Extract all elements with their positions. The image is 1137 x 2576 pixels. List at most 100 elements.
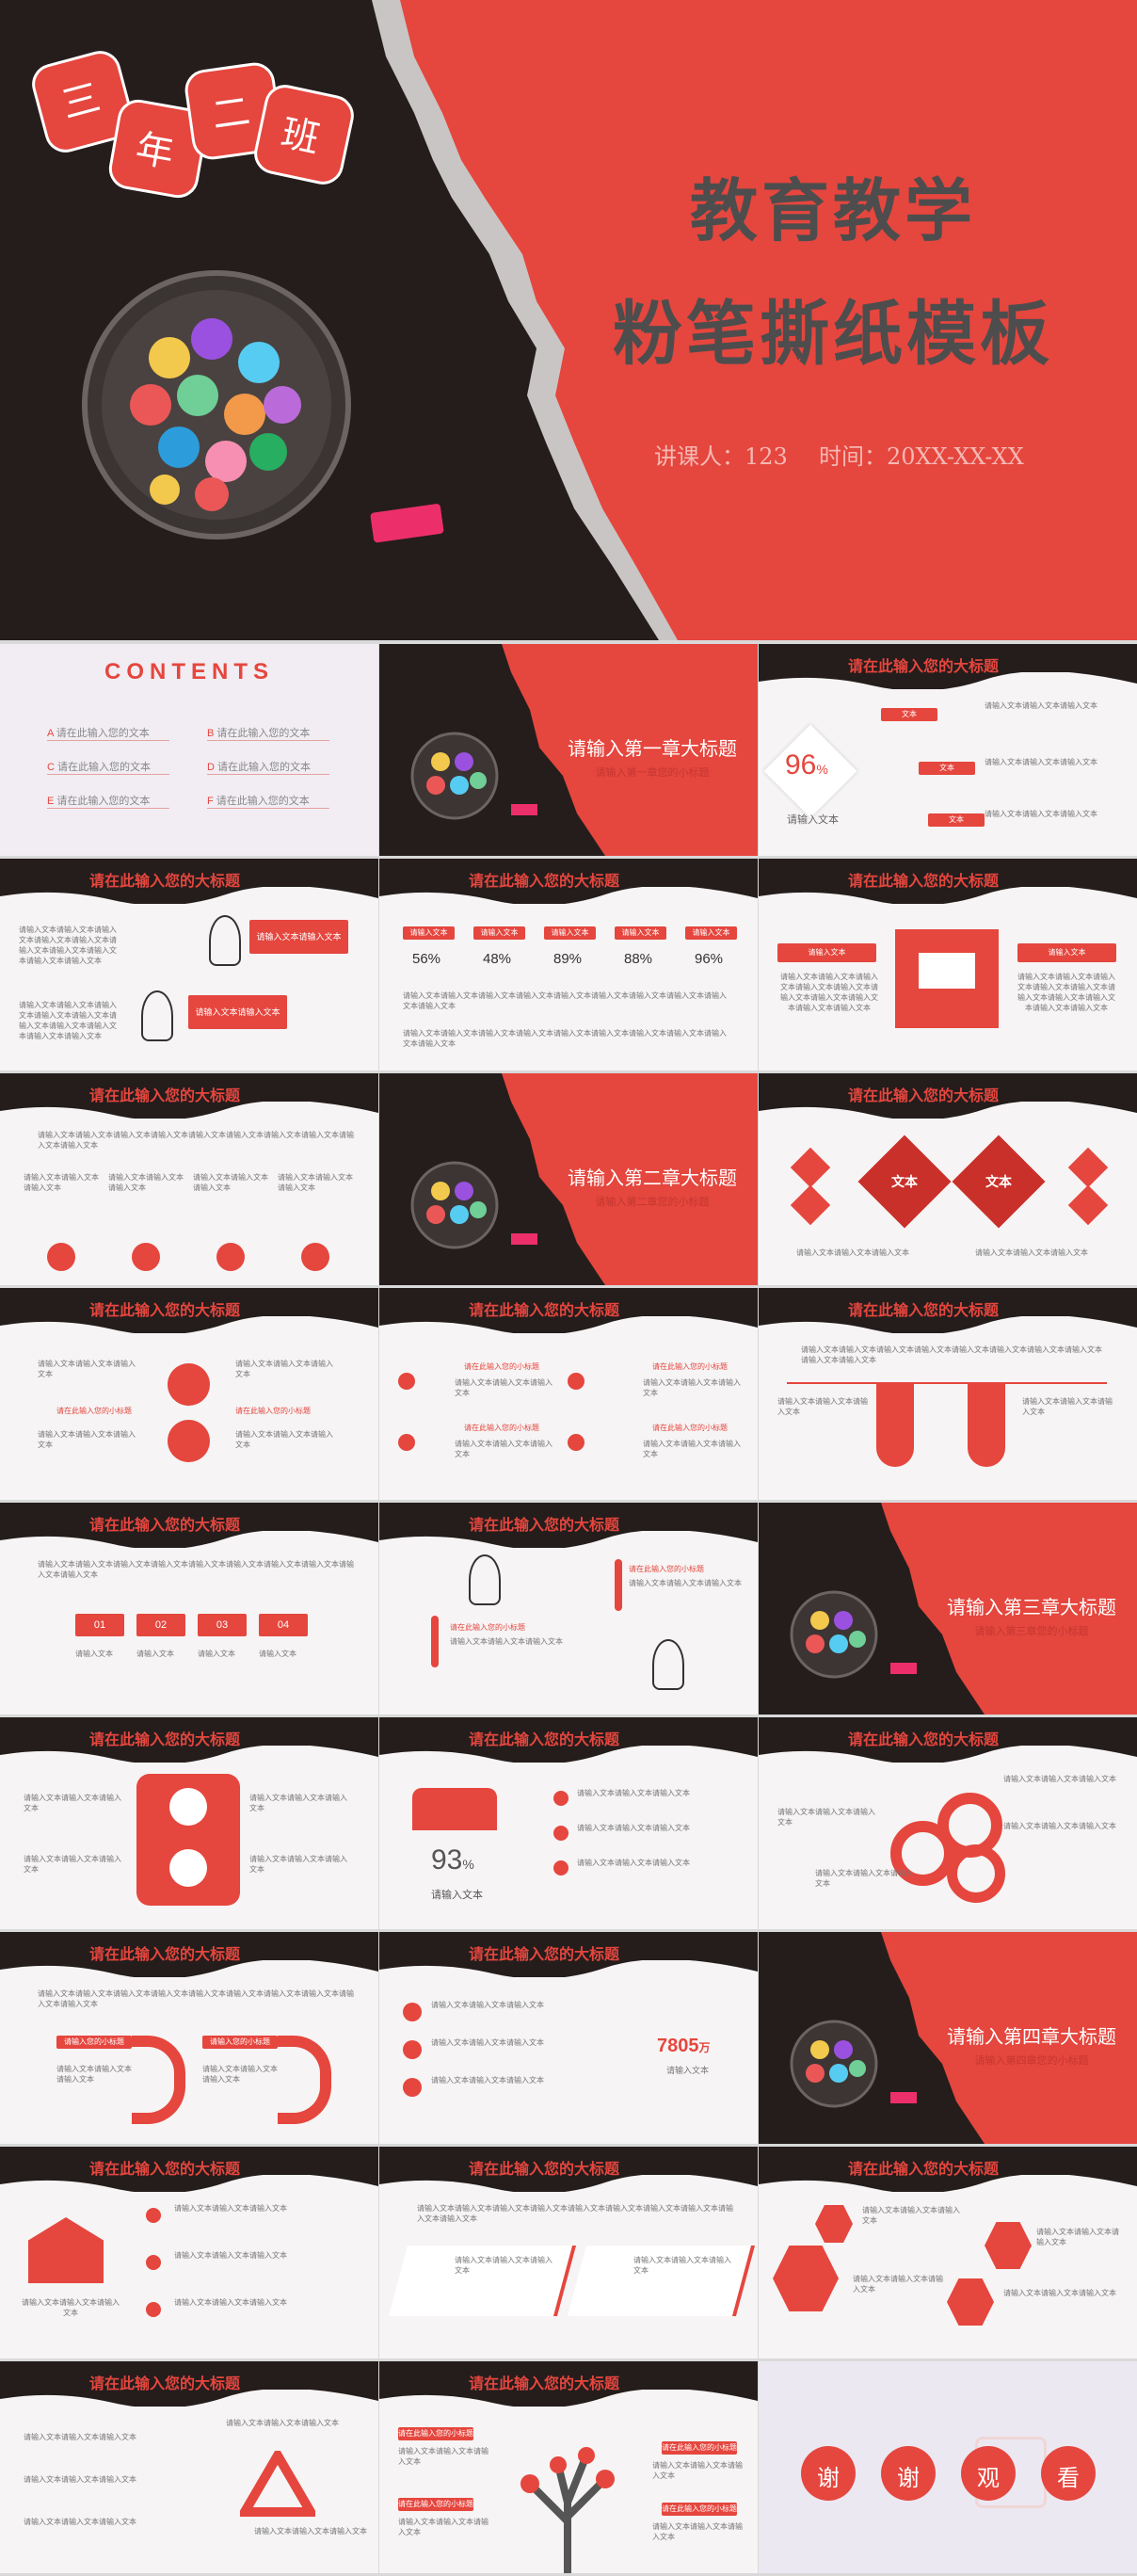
- slide-title: 请在此输入您的大标题: [89, 1732, 241, 1748]
- laptop-hexagon-icon: [947, 2278, 994, 2326]
- chapter-1-title: 请输入第一章大标题: [568, 739, 737, 760]
- slide-kids-boxes[interactable]: 请在此输入您的大标题 请输入文本请输入文本请输入文本请输入文本请输入文本请输入文…: [0, 859, 378, 1071]
- text-block: 请输入文本请输入文本请输入文本: [24, 2433, 136, 2441]
- slide-text-circles[interactable]: 请在此输入您的大标题 请输入文本请输入文本请输入文本 请输入文本请输入文本请输入…: [0, 1288, 378, 1500]
- cover-title-line2: 粉笔撕纸模板: [613, 295, 1053, 373]
- text-block: 请输入文本请输入文本请输入文本: [24, 2475, 136, 2484]
- slide-board[interactable]: 请在此输入您的大标题 请输入文本 请输入文本 请输入文本请输入文本请输入文本请输…: [759, 859, 1137, 1071]
- bulb-icon: [553, 1826, 568, 1841]
- slide-chapter-1[interactable]: 请输入第一章大标题 请输入第一章您的小标题: [379, 644, 758, 856]
- step-text: 请输入文本: [198, 1650, 235, 1658]
- slide-title: 请在此输入您的大标题: [89, 1518, 241, 1534]
- diamond-label: 文本: [985, 1174, 1012, 1189]
- text-line: 请输入文本请输入文本请输入文本: [985, 701, 1097, 710]
- slide-kids-vertical[interactable]: 请在此输入您的大标题 请在此输入您的小标题 请输入文本请输入文本请输入文本 请在…: [379, 1503, 758, 1715]
- step-01: 01: [75, 1614, 124, 1636]
- text-block: 请输入文本请输入文本请输入文本: [254, 2527, 367, 2536]
- slide-steps-lines[interactable]: 请在此输入您的大标题 请在此输入您的小标题 请在此输入您的小标题 请输入文本请输…: [379, 1288, 758, 1500]
- slide-four-icons[interactable]: 请在此输入您的大标题 请输入文本请输入文本请输入文本请输入文本请输入文本请输入文…: [0, 1073, 378, 1285]
- step-icon: [398, 1373, 415, 1390]
- label-pill: 文本: [881, 708, 937, 721]
- book-icon: [216, 1243, 245, 1271]
- team-hexagon-icon: [773, 2246, 839, 2311]
- slide-parallelograms[interactable]: 请在此输入您的大标题 请输入文本请输入文本请输入文本请输入文本请输入文本请输入文…: [379, 2147, 758, 2359]
- slide-chapter-3[interactable]: 请输入第三章大标题 请输入第三章您的小标题: [759, 1503, 1137, 1715]
- slide-title: 请在此输入您的大标题: [848, 1303, 1000, 1319]
- text-block: 请输入文本请输入文本请输入文本: [235, 1360, 333, 1378]
- thanks-char-4: 看: [1057, 2466, 1080, 2491]
- slide-title: 请在此输入您的大标题: [848, 1732, 1000, 1748]
- chapter-3-title: 请输入第三章大标题: [947, 1598, 1116, 1618]
- slide-diamonds[interactable]: 请在此输入您的大标题 文本 文本 请输入文本请输入文本请输入文本 请输入文本请输…: [759, 1073, 1137, 1285]
- text-block: 请输入文本请输入文本请输入文本请输入文本请输入文本请输入文本请输入文本请输入文本…: [38, 1989, 354, 2008]
- text-line: 请输入文本请输入文本请输入文本: [985, 810, 1097, 818]
- soccer-ball-icon: [169, 1849, 207, 1887]
- sub-label: 请在此输入您的小标题: [464, 1362, 539, 1371]
- text-block: 请输入文本请输入文本请输入文本: [577, 1859, 690, 1867]
- slide-title: 请在此输入您的大标题: [469, 1518, 620, 1534]
- text-block: 请输入文本请输入文本请输入文本: [174, 2204, 287, 2213]
- slide-tree[interactable]: 请在此输入您的大标题 请在此输入您的小标题 请在此输入您的小标题 请在此输入您的…: [379, 2361, 758, 2573]
- thanks-char-1: 谢: [817, 2466, 840, 2491]
- slide-timeline[interactable]: 请在此输入您的大标题 请输入文本请输入文本请输入文本请输入文本请输入文本请输入文…: [759, 1288, 1137, 1500]
- percent-56: 56%: [412, 951, 441, 967]
- cover-title-line1: 教育教学: [689, 174, 976, 250]
- text-block: 请输入文本请输入文本请输入文本: [455, 1440, 552, 1458]
- percent-48: 48%: [483, 951, 512, 967]
- slide-hexagons[interactable]: 请在此输入您的大标题 请输入文本请输入文本请输入文本 请输入文本请输入文本请输入…: [759, 2147, 1137, 2359]
- slide-triangle[interactable]: 请在此输入您的大标题 请输入文本请输入文本请输入文本 请输入文本请输入文本请输入…: [0, 2361, 378, 2573]
- slide-balls[interactable]: 请在此输入您的大标题 请输入文本请输入文本请输入文本 请输入文本请输入文本请输入…: [0, 1717, 378, 1929]
- cover-slide[interactable]: 三 年 二 班 教育教学 粉笔撕纸模板 讲课人：123 时间：20XX-XX-X…: [0, 0, 1137, 640]
- slide-contents[interactable]: CONTENTS A 请在此输入您的文本 B 请在此输入您的文本 C 请在此输入…: [0, 644, 378, 856]
- percent-tag: 请输入文本: [615, 926, 666, 940]
- text-block: 请输入文本请输入文本请输入文本: [174, 2251, 287, 2260]
- slide-thumbnail-grid: CONTENTS A 请在此输入您的文本 B 请在此输入您的文本 C 请在此输入…: [0, 644, 1137, 2573]
- text-line: 请输入文本请输入文本请输入文本: [985, 758, 1097, 766]
- boy-figure: [209, 915, 241, 966]
- slide-title: 请在此输入您的大标题: [469, 1732, 620, 1748]
- sub-label: 请在此输入您的小标题: [235, 1407, 311, 1415]
- percent-88: 88%: [624, 951, 653, 967]
- small-diamond: [1067, 1184, 1109, 1226]
- slide-chapter-2[interactable]: 请输入第二章大标题 请输入第二章您的小标题: [379, 1073, 758, 1285]
- slide-percent[interactable]: 请在此输入您的大标题 96% 请输入文本 文本 文本 文本 请输入文本请输入文本…: [759, 644, 1137, 856]
- small-diamond: [790, 1147, 831, 1188]
- text-block: 请输入文本请输入文本请输入文本: [796, 1248, 909, 1257]
- chart-hexagon-icon: [985, 2222, 1032, 2269]
- timeline-drop: [876, 1382, 914, 1467]
- callout-box: 请输入文本请输入文本: [249, 920, 348, 954]
- text-block: 请输入文本请输入文本请输入文本: [24, 2518, 136, 2526]
- sub-label: 请在此输入您的小标题: [652, 1424, 728, 1432]
- slide-title: 请在此输入您的大标题: [848, 1088, 1000, 1104]
- slide-big-number[interactable]: 请在此输入您的大标题 请输入文本请输入文本请输入文本 请输入文本请输入文本请输入…: [379, 1932, 758, 2144]
- slide-people[interactable]: 请在此输入您的大标题 93% 请输入文本 请输入文本请输入文本请输入文本 请输入…: [379, 1717, 758, 1929]
- text-block: 请输入文本请输入文本请输入文本: [278, 1173, 353, 1192]
- slide-arches[interactable]: 请在此输入您的大标题 请输入文本请输入文本请输入文本请输入文本请输入文本请输入文…: [0, 1932, 378, 2144]
- slide-thank-you[interactable]: 谢 谢 观 看: [759, 2361, 1137, 2573]
- percent-tag: 请输入文本: [473, 926, 525, 940]
- chapter-4-title: 请输入第四章大标题: [947, 2027, 1116, 2048]
- slide-bank[interactable]: 请在此输入您的大标题 请输入文本请输入文本请输入文本 请输入文本请输入文本请输入…: [0, 2147, 378, 2359]
- slide-percent-bars[interactable]: 请在此输入您的大标题 请输入文本 请输入文本 请输入文本 请输入文本 请输入文本…: [379, 859, 758, 1071]
- cover-teacher: 讲课人：123: [654, 443, 788, 470]
- percent-tag: 请输入文本: [685, 926, 737, 940]
- thanks-char-3: 观: [977, 2466, 1000, 2491]
- contents-letter-a: A: [47, 728, 54, 739]
- slide-title: 请在此输入您的大标题: [848, 659, 1000, 675]
- slide-rings[interactable]: 请在此输入您的大标题 请输入文本请输入文本请输入文本 请输入文本请输入文本请输入…: [759, 1717, 1137, 1929]
- text-block: 请输入文本请输入文本请输入文本: [249, 1794, 347, 1812]
- percent-label: 请输入文本: [787, 814, 839, 826]
- text-block: 请输入文本请输入文本请输入文本: [450, 1637, 563, 1646]
- slide-steps[interactable]: 请在此输入您的大标题 请输入文本请输入文本请输入文本请输入文本请输入文本请输入文…: [0, 1503, 378, 1715]
- text-block: 请输入文本请输入文本请输入文本: [193, 1173, 268, 1192]
- text-block: 请输入文本请输入文本请输入文本: [24, 1794, 121, 1812]
- timeline-drop: [968, 1382, 1005, 1467]
- step-03: 03: [198, 1614, 247, 1636]
- text-block: 请输入文本请输入文本请输入文本请输入文本请输入文本请输入文本请输入文本请输入文本…: [19, 1001, 117, 1040]
- slide-title: 请在此输入您的大标题: [469, 2162, 620, 2178]
- slide-chapter-4[interactable]: 请输入第四章大标题 请输入第四章您的小标题: [759, 1932, 1137, 2144]
- text-block: 请输入文本请输入文本请输入文本请输入文本请输入文本请输入文本请输入文本请输入文本…: [403, 1029, 727, 1048]
- slide-title: 请在此输入您的大标题: [469, 874, 620, 890]
- text-block: 请输入文本请输入文本请输入文本: [1003, 2289, 1116, 2297]
- location-icon: [146, 2255, 161, 2270]
